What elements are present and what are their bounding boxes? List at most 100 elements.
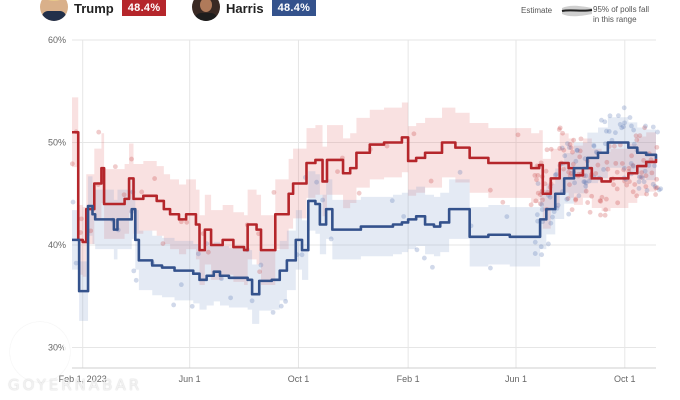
poll-dot-trump [654,176,660,182]
poll-dot-harris [591,142,597,148]
poll-dot-trump [653,192,658,197]
poll-dot-trump [487,187,493,193]
poll-dot-trump [571,137,577,143]
poll-dot-harris [619,125,625,131]
poll-dot-harris [573,158,579,164]
poll-dot-trump [642,125,648,131]
y-tick-label: 60% [48,35,66,45]
poll-dot-harris [643,123,648,129]
y-tick-label: 40% [48,240,66,250]
candidate-name-trump: Trump [74,0,114,16]
poll-dot-trump [568,170,574,176]
poll-dot-harris [539,202,545,207]
poll-dot-trump [599,194,605,200]
poll-dot-trump [566,169,572,175]
poll-dot-trump [633,133,639,139]
poll-dot-trump [79,216,84,222]
poll-dot-trump [69,161,75,167]
poll-dot-trump [528,202,534,208]
poll-dot-harris [562,153,568,159]
watermark-logo [10,322,70,382]
poll-dot-trump [641,158,647,163]
poll-dot-trump [632,182,638,187]
poll-dot-harris [627,115,633,120]
legend-range-line2: in this range [593,15,637,24]
poll-dot-trump [577,148,583,154]
poll-dot-harris [421,255,427,261]
confidence-bands [72,97,656,324]
poll-dot-trump [621,167,627,173]
poll-dot-trump [561,147,567,153]
poll-dot-harris [567,145,572,150]
poll-dot-harris [621,165,627,171]
poll-dot-harris [73,260,79,266]
poll-dot-harris [583,180,589,186]
poll-dot-harris [631,163,636,169]
poll-dot-trump [649,170,655,176]
poll-dot-trump [603,196,609,202]
poll-dot-trump [644,191,649,197]
poll-dot-trump [639,170,645,176]
poll-dot-trump [532,173,538,178]
poll-dot-harris [131,268,137,274]
candidate-trump: Trump 48.4% [40,0,167,24]
poll-dot-harris [629,123,634,129]
poll-dot-trump [112,164,118,170]
poll-dot-harris [548,220,554,226]
poll-dot-trump [573,197,578,203]
poll-dot-trump [653,185,659,191]
poll-dot-harris [650,124,656,130]
poll-dot-trump [605,166,611,172]
poll-dot-trump [602,212,608,218]
poll-dot-trump [634,137,640,143]
harris-avatar [192,0,220,21]
poll-dot-trump [160,241,166,246]
poll-dot-harris [258,262,264,268]
poll-dot-trump [96,129,102,135]
poll-dot-harris [617,122,623,127]
poll-dot-trump [638,174,644,180]
poll-dot-harris [606,128,612,134]
poll-dot-trump [593,171,599,176]
poll-dot-trump [622,178,627,184]
poll-dot-harris [414,247,420,253]
trump-avatar [40,0,68,21]
poll-dot-trump [535,172,541,178]
poll-dot-trump [533,198,539,204]
confidence-band-trump [72,97,656,285]
x-tick-label: Feb 1, 2023 [59,374,107,384]
poll-dot-harris [646,163,652,168]
poll-dot-trump [643,184,649,190]
poll-dot-trump [577,154,583,160]
poll-dot-harris [581,179,587,185]
poll-dot-harris [430,264,435,270]
poll-dot-harris [582,179,588,185]
poll-dot-trump [597,198,603,204]
poll-dot-trump [604,159,610,165]
poll-dot-harris [538,244,544,250]
poll-dot-trump [561,166,566,172]
poll-dot-trump [573,196,579,202]
poll-dot-trump [598,198,604,204]
poll-dot-harris [532,251,538,256]
poll-dot-trump [567,182,572,188]
poll-dot-trump [335,169,340,175]
poll-dot-harris [70,199,76,205]
poll-dot-trump [654,185,660,191]
poll-dot-harris [601,167,606,172]
poll-dot-trump [534,177,539,183]
legend-range-line1: 95% of polls fall [593,5,650,14]
poll-dot-trump [619,161,625,166]
poll-dot-trump [544,147,550,153]
x-tick-label: Oct 1 [288,374,310,384]
poll-dot-trump [634,193,640,199]
poll-dot-trump [568,145,574,151]
poll-dot-trump [615,200,621,206]
poll-dot-trump [603,207,609,213]
poll-dot-trump [557,146,563,151]
legend-estimate-label: Estimate [521,6,553,15]
poll-dot-trump [121,192,127,198]
poll-dot-trump [543,168,549,174]
poll-dot-harris [535,181,541,187]
poll-dot-harris [565,141,570,147]
